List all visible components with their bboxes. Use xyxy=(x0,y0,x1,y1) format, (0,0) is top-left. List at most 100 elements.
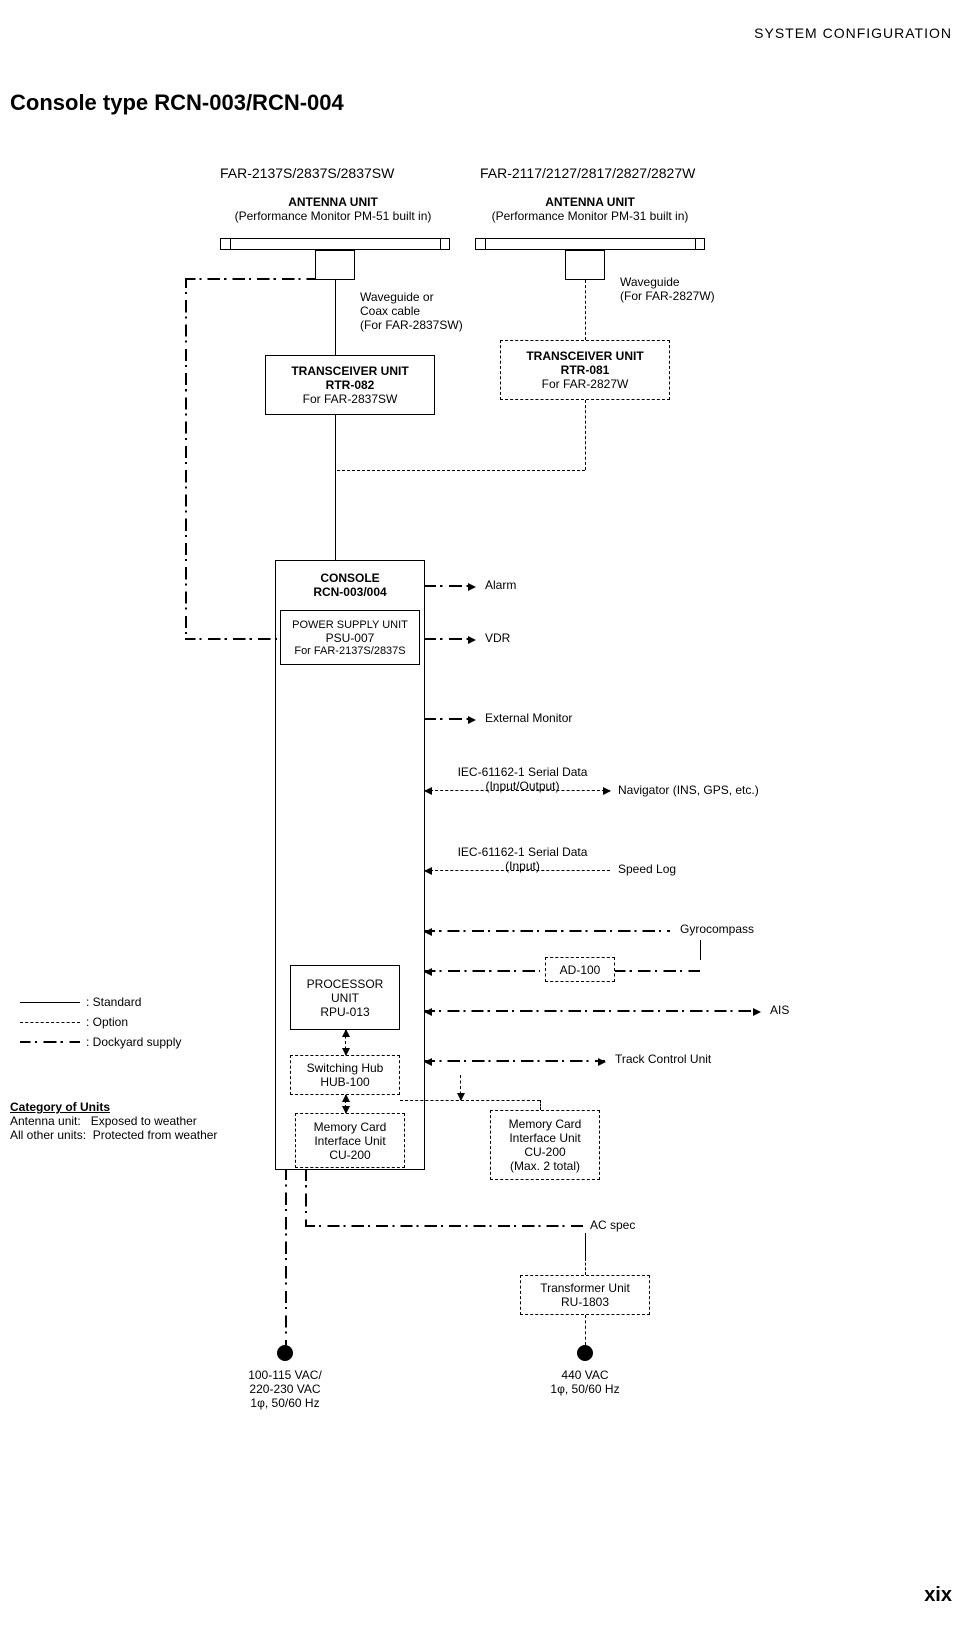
hub-l2: HUB-100 xyxy=(320,1075,369,1089)
model-left: FAR-2137S/2837S/2837SW xyxy=(220,165,394,181)
power-right-label: 440 VAC 1φ, 50/60 Hz xyxy=(530,1368,640,1396)
waveguide-left-label: Waveguide or Coax cable (For FAR-2837SW) xyxy=(360,290,463,332)
arrow-extmon xyxy=(425,718,475,720)
wg-left-l2: Coax cable xyxy=(360,304,463,318)
power-line-to-acspec xyxy=(305,1225,583,1227)
power-left-l1: 100-115 VAC/ xyxy=(225,1368,345,1382)
arrow-vdr xyxy=(425,638,475,640)
wg-left-l3: (For FAR-2837SW) xyxy=(360,318,463,332)
trans-left-l2: RTR-082 xyxy=(326,378,375,392)
memcard2-l2: Interface Unit xyxy=(509,1131,580,1145)
antenna-base-right xyxy=(565,250,605,280)
power-line-left xyxy=(285,1170,287,1345)
serial-i-l2: (Input) xyxy=(445,859,600,873)
power-left-l3: 1φ, 50/60 Hz xyxy=(225,1396,345,1410)
waveguide-right-label: Waveguide (For FAR-2827W) xyxy=(620,275,715,303)
line-hub-mem2-h xyxy=(400,1100,540,1101)
transceiver-right-box: TRANSCEIVER UNIT RTR-081 For FAR-2827W xyxy=(500,340,670,400)
power-left-l2: 220-230 VAC xyxy=(225,1382,345,1396)
power-right-l2: 1φ, 50/60 Hz xyxy=(530,1382,640,1396)
memcard1-l3: CU-200 xyxy=(329,1148,370,1162)
arrow-ad100-left xyxy=(425,970,540,972)
trans-left-l3: For FAR-2837SW xyxy=(303,392,398,406)
line-antenna-trans-left xyxy=(335,280,336,355)
gyro-stub xyxy=(700,940,701,960)
antenna-left-title: ANTENNA UNIT xyxy=(218,195,448,209)
dockyard-line-top xyxy=(185,278,315,280)
line-hub-down xyxy=(460,1075,461,1100)
trans-left-l1: TRANSCEIVER UNIT xyxy=(291,364,408,378)
dockyard-line-bot xyxy=(185,638,280,640)
psu-l3: For FAR-2137S/2837S xyxy=(294,645,405,657)
category-block: Category of Units Antenna unit: Exposed … xyxy=(10,1100,217,1142)
line-hub-mem1 xyxy=(345,1095,346,1113)
power-dot-left xyxy=(277,1345,293,1361)
label-gyro: Gyrocompass xyxy=(680,922,754,936)
legend-dock: : Dockyard supply xyxy=(86,1035,181,1049)
serial-io-l1: IEC-61162-1 Serial Data xyxy=(445,765,600,779)
acspec-to-trans xyxy=(585,1258,586,1275)
serial-i-l1: IEC-61162-1 Serial Data xyxy=(445,845,600,859)
label-extmon: External Monitor xyxy=(485,711,572,725)
dockyard-line-v xyxy=(185,278,187,638)
power-line-left2 xyxy=(305,1170,307,1225)
proc-l1: PROCESSOR xyxy=(307,977,384,991)
antenna-bar-left xyxy=(220,238,450,250)
power-dot-right xyxy=(577,1345,593,1361)
line-antenna-trans-right xyxy=(585,280,586,340)
legend-std: : Standard xyxy=(86,995,141,1009)
transformer-l1: Transformer Unit xyxy=(540,1281,630,1295)
label-speedlog: Speed Log xyxy=(618,862,676,876)
legend-std-line xyxy=(20,1002,80,1003)
memcard2-box: Memory Card Interface Unit CU-200 (Max. … xyxy=(490,1110,600,1180)
console-header: CONSOLE RCN-003/004 xyxy=(276,561,424,607)
psu-box: POWER SUPPLY UNIT PSU-007 For FAR-2137S/… xyxy=(280,610,420,665)
proc-l2: UNIT xyxy=(331,991,359,1005)
label-acspec: AC spec xyxy=(590,1218,635,1232)
trans-right-l1: TRANSCEIVER UNIT xyxy=(526,349,643,363)
arrow-gyro xyxy=(425,930,670,932)
psu-l2: PSU-007 xyxy=(326,631,375,645)
label-track: Track Control Unit xyxy=(615,1052,711,1066)
console-l2: RCN-003/004 xyxy=(276,585,424,599)
console-l1: CONSOLE xyxy=(276,571,424,585)
memcard2-l3: CU-200 xyxy=(524,1145,565,1159)
arrow-alarm xyxy=(425,585,475,587)
page-title: Console type RCN-003/RCN-004 xyxy=(10,90,344,116)
transceiver-left-box: TRANSCEIVER UNIT RTR-082 For FAR-2837SW xyxy=(265,355,435,415)
acspec-stub xyxy=(585,1233,586,1258)
antenna-base-left xyxy=(315,250,355,280)
model-right: FAR-2117/2127/2817/2827/2827W xyxy=(480,165,695,181)
line-trans-right-down xyxy=(585,400,586,470)
arrow-track xyxy=(425,1060,605,1062)
cat2: All other units: Protected from weather xyxy=(10,1128,217,1142)
antenna-right: ANTENNA UNIT (Performance Monitor PM-31 … xyxy=(475,195,705,223)
trans-down xyxy=(585,1315,586,1345)
antenna-right-sub: (Performance Monitor PM-31 built in) xyxy=(475,209,705,223)
label-serial-i: IEC-61162-1 Serial Data (Input) xyxy=(445,845,600,873)
memcard1-l2: Interface Unit xyxy=(314,1134,385,1148)
label-ais: AIS xyxy=(770,1003,789,1017)
cat1: Antenna unit: Exposed to weather xyxy=(10,1114,217,1128)
line-trans-console-left xyxy=(335,415,336,560)
legend-opt: : Option xyxy=(86,1015,128,1029)
cat-title: Category of Units xyxy=(10,1100,217,1114)
wg-right-l1: Waveguide xyxy=(620,275,715,289)
antenna-left: ANTENNA UNIT (Performance Monitor PM-51 … xyxy=(218,195,448,223)
label-vdr: VDR xyxy=(485,631,510,645)
label-serial-io: IEC-61162-1 Serial Data (Input/Output) xyxy=(445,765,600,793)
antenna-left-sub: (Performance Monitor PM-51 built in) xyxy=(218,209,448,223)
hub-box: Switching Hub HUB-100 xyxy=(290,1055,400,1095)
antenna-bar-left-div1 xyxy=(230,238,231,250)
page-number: xix xyxy=(924,1584,952,1607)
legend-opt-line xyxy=(20,1022,80,1023)
header-label: SYSTEM CONFIGURATION xyxy=(754,25,952,41)
antenna-bar-right-div1 xyxy=(485,238,486,250)
memcard2-l4: (Max. 2 total) xyxy=(510,1159,580,1173)
ad100-box: AD-100 xyxy=(545,957,615,982)
memcard1-box: Memory Card Interface Unit CU-200 xyxy=(295,1113,405,1168)
processor-box: PROCESSOR UNIT RPU-013 xyxy=(290,965,400,1030)
proc-l3: RPU-013 xyxy=(320,1005,369,1019)
arrow-ais xyxy=(425,1010,760,1012)
label-alarm: Alarm xyxy=(485,578,516,592)
